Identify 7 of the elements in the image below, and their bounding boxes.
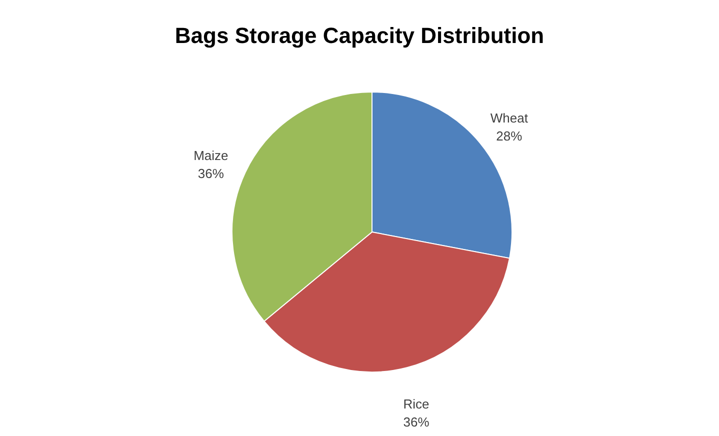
slice-label: Maize <box>194 148 228 164</box>
chart-title: Bags Storage Capacity Distribution <box>174 23 544 48</box>
slice-label: Wheat <box>490 110 528 126</box>
data-label: 28% <box>496 128 523 144</box>
data-label: 36% <box>198 166 224 182</box>
slice-label: Rice <box>403 396 430 412</box>
data-label: 36% <box>403 414 430 430</box>
